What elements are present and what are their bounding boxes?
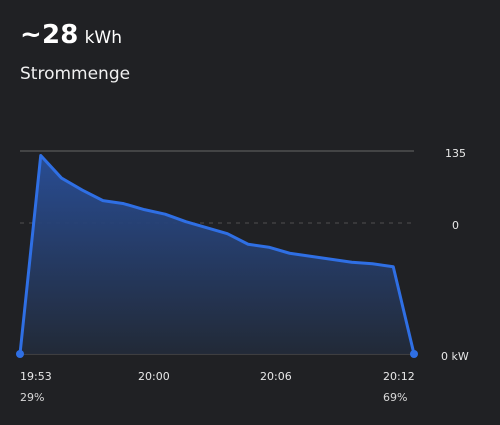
x-tick-label-2000: 20:00: [138, 370, 170, 383]
start-point-marker: [16, 350, 24, 358]
charging-power-line: [18, 154, 416, 356]
energy-value: ~28: [20, 20, 79, 50]
energy-unit: kWh: [84, 28, 123, 48]
energy-label: Strommenge: [20, 64, 131, 84]
end-battery-percentage: 69%: [383, 391, 407, 404]
charging-series: [16, 154, 418, 358]
right-axis-label-135: 135: [445, 147, 466, 160]
right-axis-label-0kw: 0 kW: [441, 350, 469, 363]
x-tick-label-1953: 19:53: [20, 370, 52, 383]
end-point-marker: [410, 350, 418, 358]
energy-amount: ~28 kWh: [20, 20, 122, 50]
start-battery-percentage: 29%: [20, 391, 44, 404]
charging-power-area: [20, 155, 414, 354]
x-tick-label-2012: 20:12: [383, 370, 415, 383]
x-tick-label-2006: 20:06: [260, 370, 292, 383]
right-axis-label-zero: 0: [452, 219, 459, 232]
